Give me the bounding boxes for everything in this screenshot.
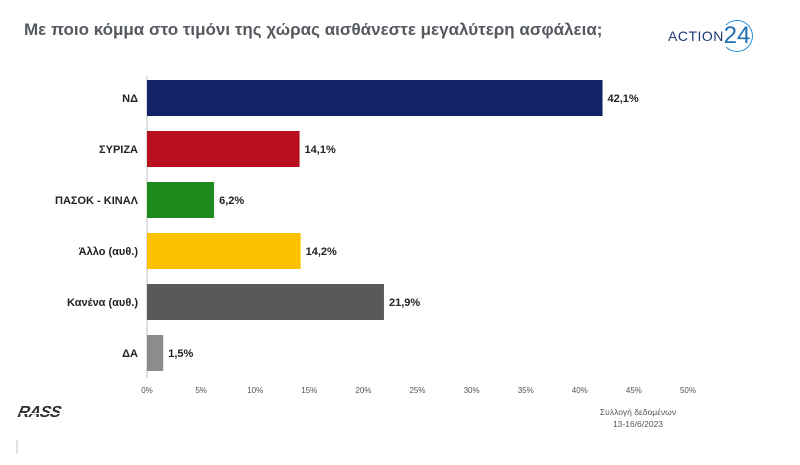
action24-logo: ACTION 24 [668,18,768,54]
x-tick-label: 25% [409,386,425,395]
collection-footnote: Συλλογή δεδομένων 13-16/6/2023 [568,406,708,430]
bar [147,80,603,116]
value-label: 6,2% [219,195,244,207]
value-label: 14,2% [306,246,337,258]
x-tick-label: 0% [141,386,153,395]
x-tick-label: 15% [301,386,317,395]
bar [147,284,384,320]
x-tick-label: 20% [355,386,371,395]
x-tick-label: 50% [680,386,696,395]
rass-logo: RASS [16,404,63,421]
category-label: ΠΑΣΟΚ - ΚΙΝΑΛ [55,195,139,207]
value-label: 14,1% [305,144,336,156]
divider [16,440,18,454]
bar [147,335,164,371]
x-tick-label: 35% [518,386,534,395]
x-tick-label: 40% [572,386,588,395]
x-tick-label: 10% [247,386,263,395]
bar [147,233,301,269]
value-label: 1,5% [168,348,193,360]
category-label: Κανένα (αυθ.) [67,297,138,309]
value-label: 21,9% [389,297,420,309]
page-title: Με ποιο κόμμα στο τιμόνι της χώρας αισθά… [24,20,603,39]
bar [147,182,215,218]
category-label: ΣΥΡΙΖΑ [99,144,138,156]
x-tick-label: 45% [626,386,642,395]
collection-dates: 13-16/6/2023 [612,419,664,429]
value-label: 42,1% [608,93,639,105]
bar [147,131,300,167]
x-tick-label: 30% [464,386,480,395]
category-label: ΝΔ [122,93,138,105]
brand-number: 24 [721,20,753,52]
category-label: Άλλο (αυθ.) [79,246,139,258]
brand-text: ACTION [668,28,724,44]
collection-label: Συλλογή δεδομένων [599,407,677,417]
x-tick-label: 5% [195,386,207,395]
category-label: ΔΑ [122,348,138,360]
